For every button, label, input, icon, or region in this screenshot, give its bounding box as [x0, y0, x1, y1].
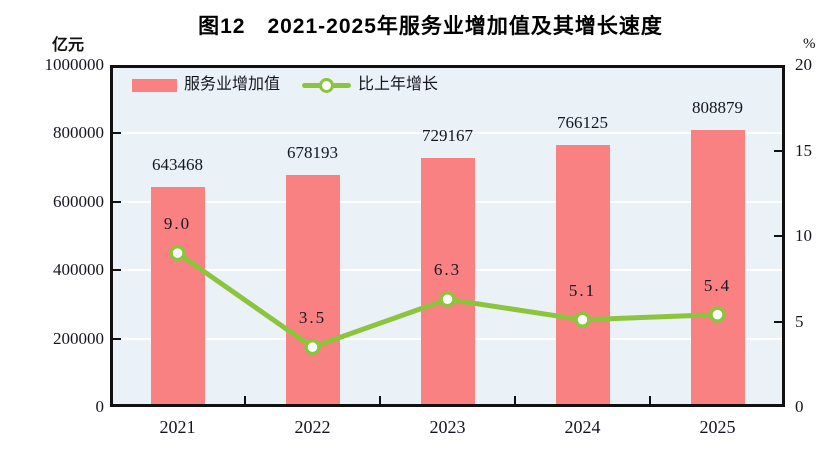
right-axis-unit-label: %	[803, 36, 816, 52]
left-axis-tick-label: 1000000	[44, 55, 105, 74]
left-axis-tick-label: 200000	[53, 328, 104, 348]
line-series-marker-icon	[302, 77, 352, 93]
x-axis-category-label: 2023	[429, 417, 466, 437]
right-axis-tick-label: 0	[795, 397, 804, 416]
right-axis-tick-label: 15	[795, 140, 812, 160]
chart-title: 图12 2021-2025年服务业增加值及其增长速度	[198, 15, 663, 38]
left-axis-unit-label: 亿元	[52, 37, 85, 54]
left-axis-tick-label: 600000	[53, 191, 104, 211]
left-axis-tick-label: 400000	[53, 260, 104, 280]
bar-series-swatch	[132, 78, 177, 92]
x-axis-category-label: 2024	[564, 417, 601, 437]
right-axis-tick-label: 10	[795, 226, 812, 245]
plot-area	[110, 65, 785, 407]
left-axis-tick-label: 800000	[53, 123, 104, 143]
chart-legend: 服务业增加值 比上年增长	[132, 72, 438, 98]
line-series-legend-label: 比上年增长	[358, 76, 439, 93]
left-axis-tick-label: 0	[95, 397, 105, 416]
bar-series-legend-label: 服务业增加值	[184, 76, 281, 93]
x-axis-category-label: 2025	[699, 417, 736, 437]
x-axis-category-label: 2021	[159, 417, 196, 437]
x-axis-category-label: 2022	[294, 417, 331, 437]
right-axis-tick-label: 20	[795, 55, 812, 74]
right-axis-tick-label: 5	[795, 311, 804, 331]
